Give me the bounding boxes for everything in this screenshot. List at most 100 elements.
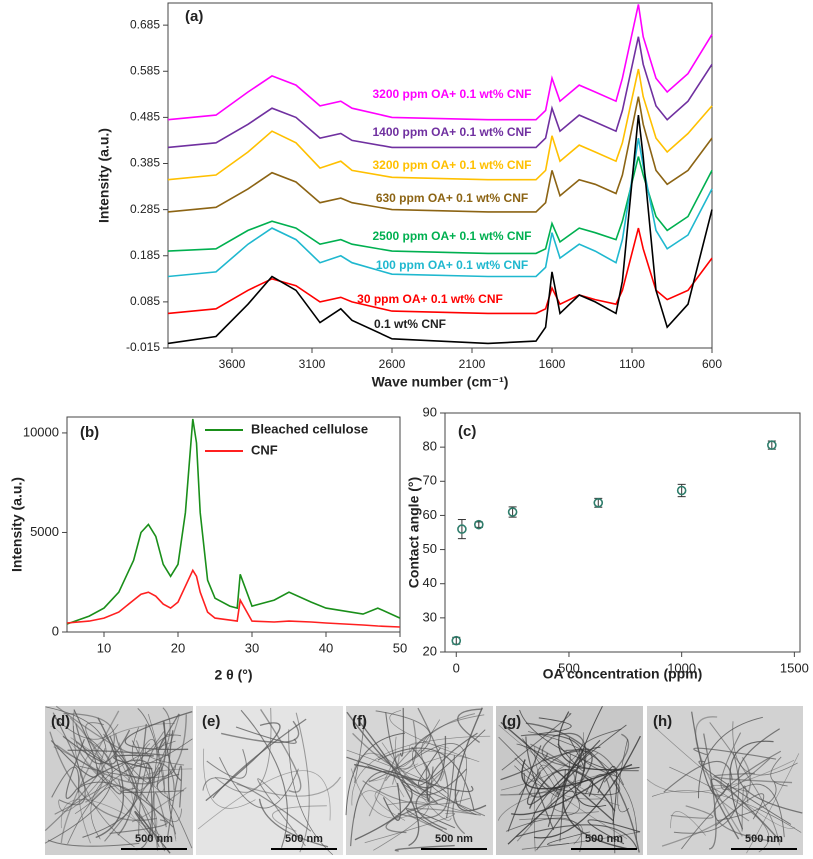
fibril	[521, 831, 640, 850]
fibril	[73, 725, 135, 848]
y-tick-label: 0	[52, 623, 59, 638]
fibril	[137, 708, 166, 795]
fibril	[260, 708, 302, 793]
point	[474, 519, 484, 530]
y-tick-label: 0.485	[130, 110, 160, 124]
plot-frame	[167, 2, 713, 349]
x-tick-label: 3600	[219, 357, 246, 371]
fibril	[90, 740, 176, 840]
fibril	[169, 804, 193, 849]
series-label: 0.1 wt% CNF	[374, 317, 446, 331]
fibril	[117, 723, 147, 836]
fibril	[516, 789, 561, 842]
fibril	[520, 734, 585, 851]
fibril	[203, 748, 256, 809]
fibril	[698, 760, 792, 825]
fibril	[405, 808, 456, 836]
y-tick-label: 0.185	[130, 248, 160, 262]
fibril	[258, 798, 329, 848]
micrograph-label: (e)	[202, 713, 220, 730]
fibril	[617, 739, 630, 813]
x-tick-label: 40	[319, 640, 333, 655]
fibril	[75, 723, 131, 765]
fibril	[206, 749, 248, 779]
fibril	[392, 750, 470, 798]
fibril	[352, 720, 417, 770]
fibril	[362, 780, 471, 806]
plot-frame	[66, 416, 401, 633]
fibril	[550, 752, 599, 814]
fibril	[44, 713, 115, 831]
fibril	[49, 731, 157, 821]
fibril	[288, 729, 334, 855]
fibril	[538, 717, 572, 735]
series-label: 630 ppm OA+ 0.1 wt% CNF	[376, 191, 528, 205]
fibril	[670, 805, 714, 819]
point	[593, 497, 604, 508]
fibril	[60, 710, 120, 843]
fibril	[651, 790, 802, 833]
fibril	[368, 763, 419, 782]
fibril	[500, 732, 584, 791]
fibril	[197, 770, 331, 830]
fibril	[385, 712, 467, 796]
series-label: 100 ppm OA+ 0.1 wt% CNF	[376, 258, 528, 272]
fibril	[717, 781, 777, 822]
fibril	[62, 735, 117, 765]
fibril	[713, 772, 793, 784]
fibril	[80, 759, 154, 788]
x-axis-label: 2 θ (°)	[214, 667, 252, 683]
fibril	[221, 720, 300, 744]
fibril	[152, 733, 173, 842]
y-tick-label: 10000	[23, 424, 59, 439]
fibril	[236, 776, 342, 797]
series-line	[167, 68, 713, 181]
fibril	[516, 824, 638, 850]
fibril	[587, 819, 641, 845]
series-line	[66, 568, 401, 628]
fibril	[500, 721, 614, 822]
fibril	[357, 719, 420, 847]
fibril	[382, 782, 401, 821]
micrograph: (d) 500 nm	[44, 705, 193, 855]
panel-label: (c)	[458, 423, 476, 440]
fibril	[394, 719, 441, 768]
fibril	[533, 764, 567, 852]
fibril	[47, 839, 140, 847]
series-label: 2500 ppm OA+ 0.1 wt% CNF	[372, 229, 531, 243]
y-tick-label: 60	[423, 507, 437, 522]
micrograph-label: (h)	[653, 713, 672, 730]
fibril	[770, 756, 788, 787]
micrograph-label: (g)	[502, 713, 521, 730]
fibril	[65, 738, 85, 800]
scale-label: 500 nm	[435, 833, 473, 845]
series-line	[66, 418, 401, 625]
fibril	[212, 718, 307, 799]
fibril	[426, 732, 478, 803]
series-label: 3200 ppm OA+ 0.1 wt% CNF	[372, 158, 531, 172]
x-axis-label: Wave number (cm⁻¹)	[372, 374, 509, 390]
series-line	[167, 4, 713, 121]
fibril	[51, 766, 80, 798]
y-tick-label: -0.015	[126, 340, 160, 354]
fibril	[732, 721, 798, 776]
y-tick-label: 80	[423, 439, 437, 454]
fibril	[713, 750, 782, 843]
fibril	[346, 711, 447, 789]
fibril	[145, 767, 161, 801]
micrograph-image	[196, 706, 343, 855]
fibril	[681, 783, 785, 850]
fibril	[709, 722, 780, 846]
series-line	[167, 36, 713, 149]
point	[457, 524, 467, 534]
fibril	[115, 733, 160, 848]
fibril	[501, 713, 572, 771]
fibril	[368, 753, 400, 817]
fibril	[219, 757, 299, 809]
fibril	[75, 781, 174, 828]
fibril	[673, 752, 740, 834]
fibril	[412, 732, 476, 815]
fibril	[539, 786, 580, 817]
fibril	[272, 805, 327, 832]
